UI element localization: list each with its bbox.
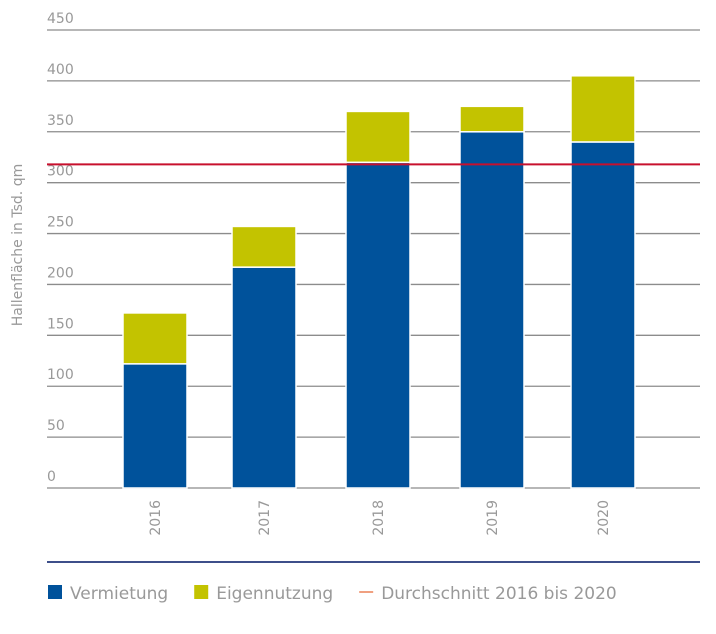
bar-segment bbox=[231, 266, 297, 489]
y-tick-label: 0 bbox=[47, 469, 56, 485]
y-tick-label: 400 bbox=[47, 62, 74, 78]
bar-segment bbox=[345, 110, 411, 164]
y-tick-label: 450 bbox=[47, 11, 74, 27]
legend: Vermietung Eigennutzung Durchschnitt 2016 … bbox=[48, 584, 617, 604]
y-tick-label: 300 bbox=[47, 164, 74, 180]
y-axis-title: Hallenfläche in Tsd. qm bbox=[10, 164, 26, 326]
y-tick-label: 50 bbox=[47, 418, 65, 434]
bar-segment bbox=[122, 363, 188, 489]
legend-swatch bbox=[48, 585, 62, 599]
y-tick-label: 250 bbox=[47, 215, 74, 231]
x-tick-label: 2017 bbox=[257, 500, 273, 536]
legend-swatch bbox=[194, 585, 209, 599]
y-tick-label: 100 bbox=[47, 367, 74, 383]
bar-segment bbox=[570, 141, 636, 489]
x-tick-label: 2020 bbox=[596, 500, 612, 536]
legend-label: Vermietung bbox=[70, 584, 168, 604]
x-tick-label: 2018 bbox=[371, 500, 387, 536]
bar-segment bbox=[345, 161, 411, 489]
bar-segment bbox=[231, 225, 297, 268]
x-tick-label: 2019 bbox=[485, 500, 501, 536]
y-tick-label: 200 bbox=[47, 265, 74, 281]
bar-segment bbox=[459, 131, 525, 489]
x-tick-label: 2016 bbox=[148, 500, 164, 536]
legend-label: Eigennutzung bbox=[216, 584, 333, 604]
bar-segment bbox=[459, 105, 525, 133]
y-tick-label: 150 bbox=[47, 316, 74, 332]
y-tick-label: 350 bbox=[47, 113, 74, 129]
legend-label: Durchschnitt 2016 bis 2020 bbox=[381, 584, 617, 604]
bar-segment bbox=[122, 312, 188, 365]
bar-segment bbox=[570, 75, 636, 143]
